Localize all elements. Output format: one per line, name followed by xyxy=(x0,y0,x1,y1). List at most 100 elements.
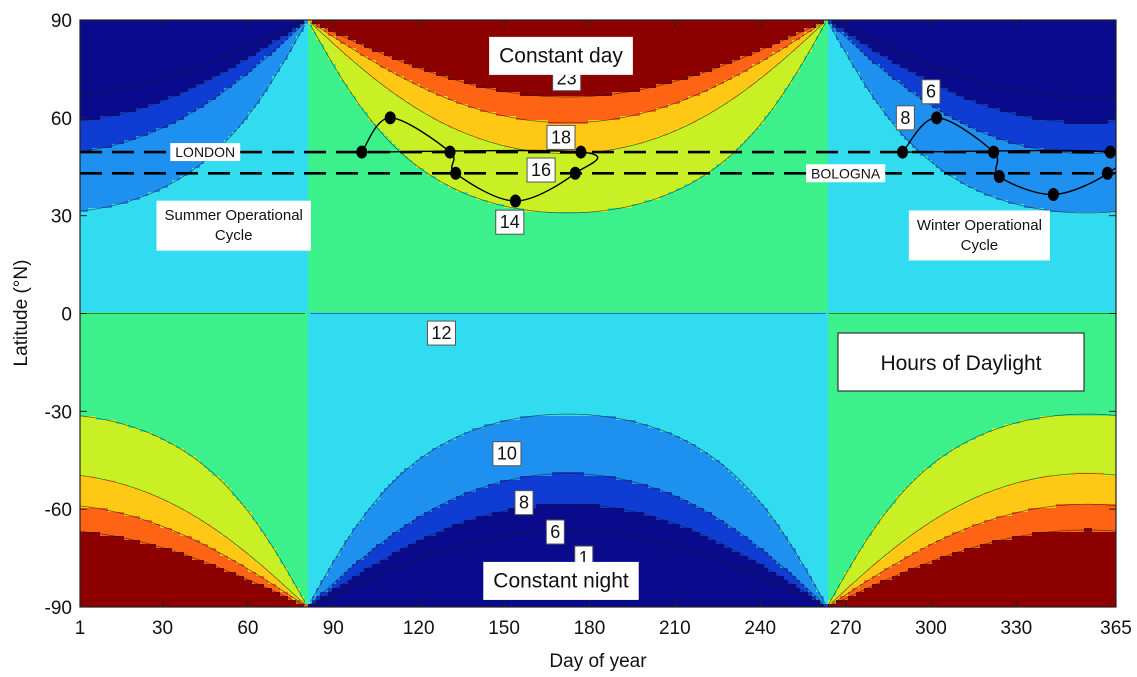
daylight-cell xyxy=(136,60,141,65)
daylight-cell xyxy=(96,208,101,213)
daylight-cell xyxy=(84,464,89,469)
daylight-cell xyxy=(196,48,201,53)
daylight-cell xyxy=(112,516,117,521)
daylight-cell xyxy=(208,600,213,605)
daylight-cell xyxy=(204,460,209,465)
daylight-cell xyxy=(152,380,157,385)
daylight-cell xyxy=(200,76,205,81)
daylight-cell xyxy=(196,112,201,117)
daylight-cell xyxy=(208,36,213,41)
daylight-cell xyxy=(100,308,105,313)
daylight-cell xyxy=(128,52,133,57)
daylight-cell xyxy=(132,24,137,29)
daylight-cell xyxy=(120,336,125,341)
daylight-cell xyxy=(176,128,181,133)
daylight-cell xyxy=(148,100,153,105)
daylight-cell xyxy=(136,88,141,93)
daylight-cell xyxy=(196,484,201,489)
daylight-cell xyxy=(132,272,137,277)
daylight-cell xyxy=(152,452,157,457)
daylight-cell xyxy=(200,108,205,113)
daylight-cell xyxy=(140,480,145,485)
daylight-cell xyxy=(140,36,145,41)
daylight-cell xyxy=(96,508,101,513)
daylight-cell xyxy=(192,404,197,409)
daylight-cell xyxy=(188,472,193,477)
daylight-cell xyxy=(140,112,145,117)
daylight-cell xyxy=(208,580,213,585)
daylight-cell xyxy=(124,268,129,273)
daylight-cell xyxy=(112,252,117,257)
daylight-cell xyxy=(156,136,161,141)
daylight-cell xyxy=(156,532,161,537)
daylight-cell xyxy=(156,336,161,341)
daylight-cell xyxy=(120,96,125,101)
daylight-cell xyxy=(212,300,217,305)
daylight-cell xyxy=(180,348,185,353)
daylight-cell xyxy=(128,272,133,277)
daylight-cell xyxy=(132,524,137,529)
daylight-cell xyxy=(104,192,109,197)
daylight-cell xyxy=(176,112,181,117)
daylight-cell xyxy=(100,372,105,377)
daylight-cell xyxy=(100,108,105,113)
daylight-cell xyxy=(176,600,181,605)
daylight-cell xyxy=(164,56,169,61)
daylight-cell xyxy=(148,444,153,449)
daylight-cell xyxy=(112,604,117,607)
daylight-cell xyxy=(148,304,153,309)
daylight-cell xyxy=(128,420,133,425)
daylight-cell xyxy=(104,100,109,105)
daylight-cell xyxy=(208,596,213,601)
daylight-cell xyxy=(152,496,157,501)
daylight-cell xyxy=(200,120,205,125)
daylight-cell xyxy=(112,420,117,425)
daylight-cell xyxy=(108,120,113,125)
daylight-cell xyxy=(192,100,197,105)
daylight-cell xyxy=(92,416,97,421)
daylight-cell xyxy=(156,352,161,357)
daylight-cell xyxy=(128,164,133,169)
daylight-cell xyxy=(176,396,181,401)
daylight-cell xyxy=(80,492,85,497)
daylight-cell xyxy=(200,360,205,365)
daylight-cell xyxy=(188,596,193,601)
daylight-cell xyxy=(192,348,197,353)
daylight-cell xyxy=(104,592,109,597)
daylight-cell xyxy=(176,592,181,597)
daylight-cell xyxy=(80,128,85,133)
daylight-cell xyxy=(192,540,197,545)
daylight-cell xyxy=(212,32,217,37)
daylight-cell xyxy=(80,552,85,557)
daylight-cell xyxy=(188,328,193,333)
daylight-cell xyxy=(152,388,157,393)
daylight-cell xyxy=(132,212,137,217)
daylight-cell xyxy=(160,532,165,537)
daylight-cell xyxy=(148,392,153,397)
daylight-cell xyxy=(160,88,165,93)
daylight-cell xyxy=(200,92,205,97)
daylight-cell xyxy=(152,276,157,281)
daylight-cell xyxy=(192,252,197,257)
daylight-cell xyxy=(196,380,201,385)
daylight-cell xyxy=(208,324,213,329)
daylight-cell xyxy=(180,120,185,125)
daylight-cell xyxy=(168,544,173,549)
daylight-cell xyxy=(84,104,89,109)
daylight-cell xyxy=(188,384,193,389)
daylight-cell xyxy=(168,560,173,565)
daylight-cell xyxy=(200,312,205,317)
daylight-cell xyxy=(92,180,97,185)
daylight-cell xyxy=(144,44,149,49)
daylight-cell xyxy=(116,464,121,469)
daylight-cell xyxy=(200,584,205,589)
daylight-cell xyxy=(100,20,105,25)
daylight-cell xyxy=(116,188,121,193)
daylight-cell xyxy=(100,120,105,125)
daylight-cell xyxy=(188,436,193,441)
daylight-cell xyxy=(104,176,109,181)
daylight-cell xyxy=(96,404,101,409)
daylight-cell xyxy=(184,120,189,125)
daylight-cell xyxy=(192,140,197,145)
daylight-cell xyxy=(180,476,185,481)
